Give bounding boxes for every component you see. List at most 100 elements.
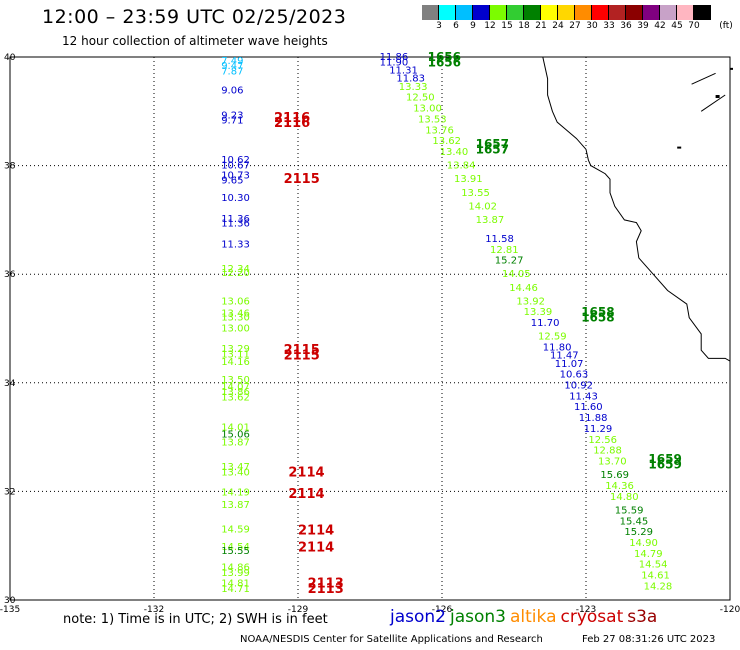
longitude-tick-label: -132 [144,605,164,615]
wave-height-value: 15.29 [624,527,653,538]
wave-height-value: 13.46 [221,308,250,319]
pass-time-label: 2116 [274,111,310,126]
wave-height-value: 11.58 [485,234,514,245]
wave-height-value: 13.70 [598,457,627,468]
wave-height-value: 10.30 [221,193,250,204]
wave-height-value: 11.60 [574,402,603,413]
scale-swatch [643,5,660,20]
page-subtitle: 12 hour collection of altimeter wave hei… [62,34,328,48]
legend-item-jason2: jason2 [390,607,446,627]
scale-tick-label: 45 [671,21,683,31]
satellite-legend: jason2 jason3 altika cryosat s3a [390,607,661,627]
wave-height-scale-labels: 3 6 9 12 15 18 21 24 27 30 33 36 39 42 45 70 (ft) [422,21,740,33]
scale-tick-label: 27 [569,21,581,31]
latitude-tick-label: 30 [4,596,16,606]
wave-height-value: 10.63 [560,370,589,381]
longitude-tick-label: -135 [0,605,20,615]
scale-tick-label: 9 [470,21,476,31]
wave-height-value: 14.16 [221,357,250,368]
scale-tick-label: 15 [501,21,513,31]
wave-height-value: 13.91 [454,174,483,185]
pass-time-label: 1657 [476,142,509,156]
scale-swatch [490,5,507,20]
wave-height-value: 12.50 [406,93,435,104]
pass-time-label: 2115 [284,172,320,187]
legend-item-cryosat: cryosat [560,607,624,627]
wave-height-value: 14.71 [221,584,250,595]
legend-item-s3a: s3a [627,607,658,627]
scale-tick-label: 18 [518,21,530,31]
wave-height-value: 15.45 [620,516,649,527]
wave-height-value: 13.76 [425,125,454,136]
scale-swatch [439,5,456,20]
scale-swatch [473,5,490,20]
wave-height-value: 14.54 [221,542,250,553]
wave-height-value: 10.92 [564,381,593,392]
pass-time-label: 2113 [308,582,344,597]
wave-height-value: 9.71 [221,116,243,127]
wave-height-value: 13.33 [399,82,428,93]
scale-tick-label: 39 [637,21,649,31]
wave-height-value: 10.73 [221,170,250,181]
wave-height-value: 12.88 [593,446,622,457]
wave-height-value: 13.99 [221,568,250,579]
wave-height-value: 13.53 [418,114,447,125]
wave-height-value: 11.86 [380,52,409,63]
wave-height-value: 13.30 [221,313,250,324]
wave-height-value: 14.01 [221,422,250,433]
pass-time-label: 2116 [274,116,310,131]
wave-height-value: 13.00 [221,324,250,335]
inland-boundary [700,94,726,112]
pass-time-label: 1659 [648,452,681,466]
wave-height-value: 13.55 [461,188,490,199]
scale-swatch [422,5,439,20]
wave-height-value: 15.06 [221,429,250,440]
wave-height-value: 9.65 [221,175,243,186]
wave-height-value: 15.59 [615,505,644,516]
pass-time-label: 1658 [581,311,614,325]
wave-height-value: 10.67 [221,161,250,172]
wave-height-value: 12.34 [221,264,250,275]
wave-height-value: 11.47 [550,351,579,362]
wave-height-value: 13.39 [524,307,553,318]
wave-height-value: 13.87 [221,438,250,449]
wave-height-value: 14.19 [221,487,250,498]
scale-tick-label: 70 [688,21,700,31]
pass-time-label: 1659 [648,457,681,471]
island-marker [730,67,733,70]
scale-swatch [524,5,541,20]
pass-time-label: 2114 [298,523,334,538]
coastline [542,56,731,362]
pass-time-label: 1657 [476,137,509,151]
pass-time-label: 2114 [288,465,324,480]
wave-height-value: 7.87 [221,67,243,78]
wave-height-value: 11.80 [543,343,572,354]
wave-height-value: 14.07 [221,382,250,393]
pass-time-label: 2113 [308,577,344,592]
wave-height-value: 11.83 [396,74,425,85]
scale-swatch [541,5,558,20]
wave-height-value: 14.05 [502,269,531,280]
scale-unit-label: (ft) [719,21,733,31]
scale-tick-label: 33 [603,21,615,31]
wave-height-value: 14.02 [468,201,497,212]
wave-height-value: 13.47 [221,462,250,473]
wave-height-value: 13.62 [221,392,250,403]
wave-height-value: 14.28 [644,581,673,592]
wave-height-value: 13.11 [221,350,250,361]
wave-height-color-scale [422,5,711,20]
wave-height-value: 13.00 [413,104,442,115]
wave-height-value: 13.86 [221,387,250,398]
wave-height-value: 14.90 [629,538,658,549]
pass-time-label: 2115 [284,343,320,358]
wave-height-value: 15.55 [221,546,250,557]
wave-height-value: 11.33 [221,239,250,250]
wave-height-value: 14.54 [639,560,668,571]
wave-height-value: 14.61 [641,571,670,582]
pass-time-label: 1656 [428,50,461,64]
scale-swatch [456,5,473,20]
scale-swatch [660,5,677,20]
wave-height-value: 13.06 [221,296,250,307]
credit-line: NOAA/NESDIS Center for Satellite Applica… [240,634,543,645]
